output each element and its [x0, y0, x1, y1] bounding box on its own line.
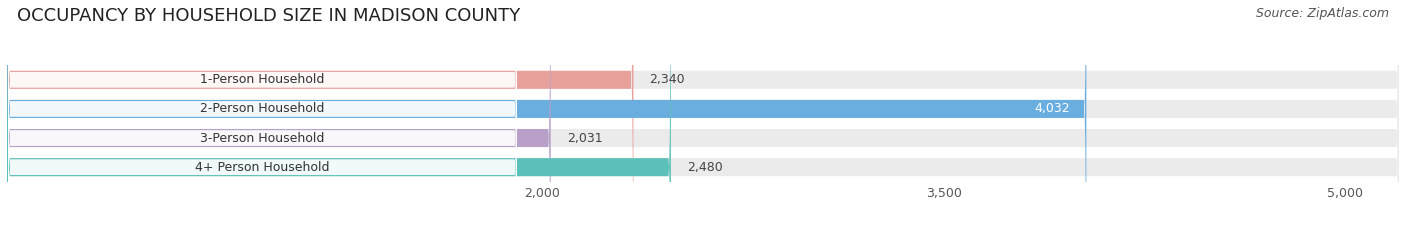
FancyBboxPatch shape: [7, 0, 1399, 233]
Text: 4+ Person Household: 4+ Person Household: [195, 161, 329, 174]
FancyBboxPatch shape: [7, 0, 1399, 233]
Text: OCCUPANCY BY HOUSEHOLD SIZE IN MADISON COUNTY: OCCUPANCY BY HOUSEHOLD SIZE IN MADISON C…: [17, 7, 520, 25]
FancyBboxPatch shape: [8, 0, 516, 233]
FancyBboxPatch shape: [7, 0, 1399, 233]
FancyBboxPatch shape: [8, 0, 516, 233]
Text: 2-Person Household: 2-Person Household: [200, 103, 325, 115]
Text: 3-Person Household: 3-Person Household: [200, 132, 325, 144]
Text: 4,032: 4,032: [1035, 103, 1070, 115]
Text: 2,031: 2,031: [567, 132, 602, 144]
FancyBboxPatch shape: [7, 0, 1399, 233]
Text: Source: ZipAtlas.com: Source: ZipAtlas.com: [1256, 7, 1389, 20]
Text: 1-Person Household: 1-Person Household: [200, 73, 325, 86]
FancyBboxPatch shape: [7, 0, 1087, 233]
FancyBboxPatch shape: [7, 0, 551, 233]
FancyBboxPatch shape: [8, 0, 516, 233]
Text: 2,340: 2,340: [650, 73, 685, 86]
Text: 2,480: 2,480: [688, 161, 723, 174]
FancyBboxPatch shape: [7, 0, 633, 233]
FancyBboxPatch shape: [7, 0, 671, 233]
FancyBboxPatch shape: [8, 0, 516, 233]
